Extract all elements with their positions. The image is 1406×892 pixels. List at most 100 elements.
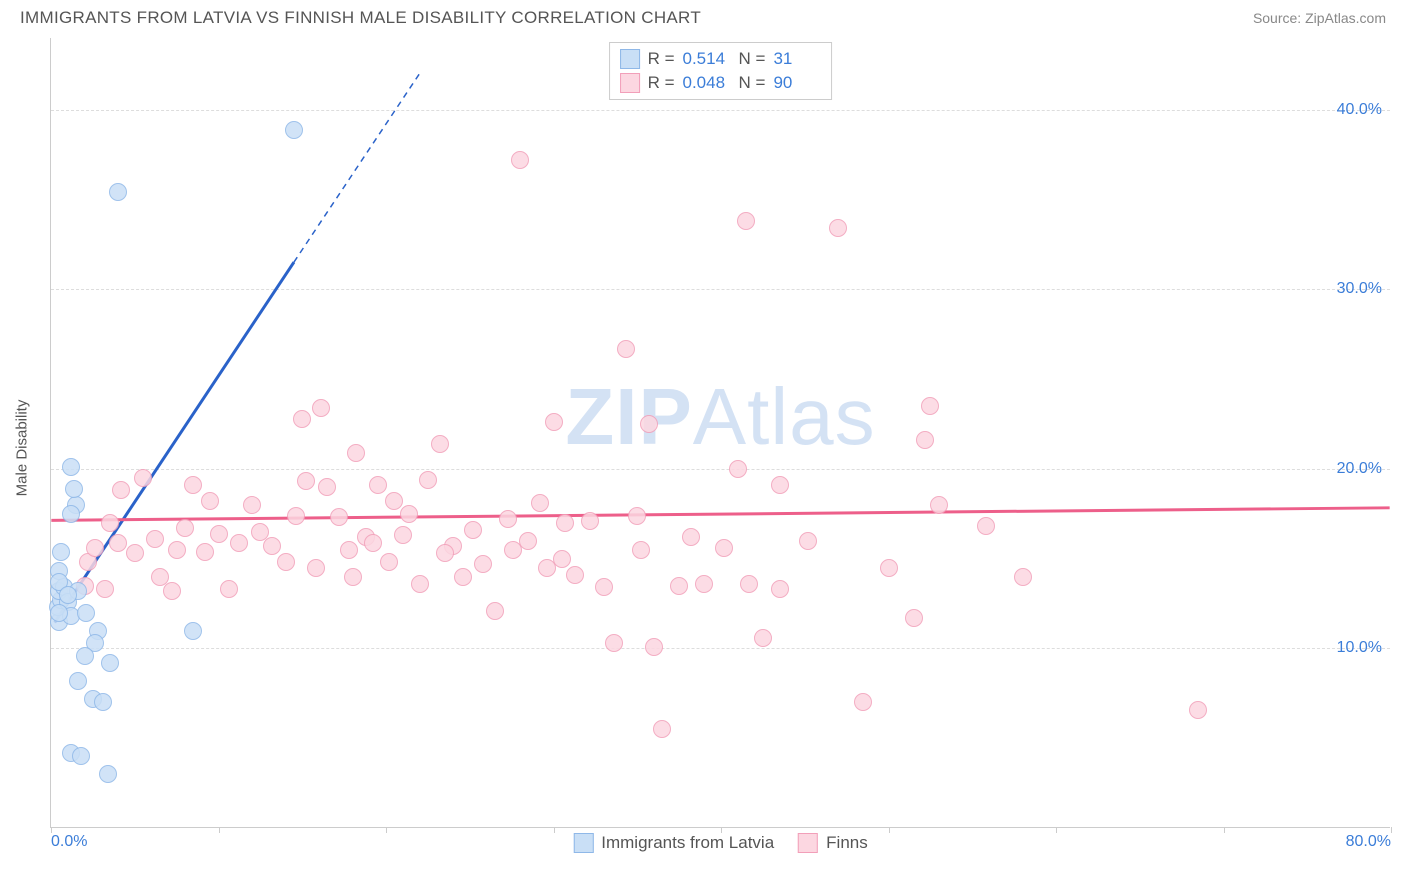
data-point — [854, 693, 872, 711]
data-point — [176, 519, 194, 537]
data-point — [670, 577, 688, 595]
data-point — [740, 575, 758, 593]
data-point — [287, 507, 305, 525]
data-point — [230, 534, 248, 552]
data-point — [251, 523, 269, 541]
n-label: N = — [739, 73, 766, 93]
data-point — [905, 609, 923, 627]
data-point — [297, 472, 315, 490]
x-tick-mark — [1056, 827, 1057, 833]
x-tick-mark — [721, 827, 722, 833]
y-tick-label: 10.0% — [1337, 639, 1382, 657]
legend-swatch — [620, 73, 640, 93]
r-label: R = — [648, 73, 675, 93]
data-point — [385, 492, 403, 510]
data-point — [168, 541, 186, 559]
x-tick-mark — [1224, 827, 1225, 833]
legend-row: R = 0.514 N = 31 — [620, 47, 822, 71]
data-point — [880, 559, 898, 577]
data-point — [134, 469, 152, 487]
data-point — [930, 496, 948, 514]
data-point — [369, 476, 387, 494]
x-tick-mark — [1391, 827, 1392, 833]
x-tick-mark — [386, 827, 387, 833]
data-point — [62, 458, 80, 476]
data-point — [617, 340, 635, 358]
data-point — [196, 543, 214, 561]
data-point — [737, 212, 755, 230]
legend-swatch — [798, 833, 818, 853]
data-point — [277, 553, 295, 571]
data-point — [695, 575, 713, 593]
data-point — [72, 747, 90, 765]
data-point — [581, 512, 599, 530]
data-point — [829, 219, 847, 237]
data-point — [511, 151, 529, 169]
data-point — [380, 553, 398, 571]
gridline — [51, 469, 1390, 470]
data-point — [464, 521, 482, 539]
x-tick-mark — [889, 827, 890, 833]
y-tick-label: 30.0% — [1337, 280, 1382, 298]
data-point — [86, 539, 104, 557]
data-point — [556, 514, 574, 532]
data-point — [545, 413, 563, 431]
chart-title: IMMIGRANTS FROM LATVIA VS FINNISH MALE D… — [20, 8, 701, 28]
plot-area: ZIPAtlas R = 0.514 N = 31 R = 0.048 N = … — [50, 38, 1390, 828]
chart-container: Male Disability ZIPAtlas R = 0.514 N = 3… — [50, 38, 1390, 858]
data-point — [318, 478, 336, 496]
data-point — [628, 507, 646, 525]
data-point — [364, 534, 382, 552]
r-value: 0.048 — [683, 73, 731, 93]
data-point — [50, 604, 68, 622]
legend-swatch — [620, 49, 640, 69]
data-point — [285, 121, 303, 139]
data-point — [263, 537, 281, 555]
n-value: 31 — [773, 49, 821, 69]
data-point — [566, 566, 584, 584]
data-point — [94, 693, 112, 711]
legend-label: Immigrants from Latvia — [601, 833, 774, 853]
data-point — [101, 514, 119, 532]
x-tick-mark — [554, 827, 555, 833]
data-point — [682, 528, 700, 546]
data-point — [293, 410, 311, 428]
data-point — [340, 541, 358, 559]
x-tick-mark — [219, 827, 220, 833]
data-point — [62, 505, 80, 523]
legend-series: Immigrants from Latvia Finns — [573, 833, 867, 853]
data-point — [184, 622, 202, 640]
data-point — [411, 575, 429, 593]
data-point — [344, 568, 362, 586]
data-point — [330, 508, 348, 526]
n-label: N = — [739, 49, 766, 69]
x-tick-label: 80.0% — [1346, 833, 1391, 851]
r-label: R = — [648, 49, 675, 69]
data-point — [454, 568, 472, 586]
legend-label: Finns — [826, 833, 868, 853]
data-point — [76, 647, 94, 665]
data-point — [243, 496, 261, 514]
data-point — [96, 580, 114, 598]
data-point — [394, 526, 412, 544]
data-point — [112, 481, 130, 499]
gridline — [51, 289, 1390, 290]
data-point — [312, 399, 330, 417]
data-point — [431, 435, 449, 453]
y-tick-label: 40.0% — [1337, 101, 1382, 119]
data-point — [59, 586, 77, 604]
data-point — [109, 534, 127, 552]
data-point — [799, 532, 817, 550]
data-point — [977, 517, 995, 535]
gridline — [51, 648, 1390, 649]
data-point — [436, 544, 454, 562]
data-point — [307, 559, 325, 577]
data-point — [921, 397, 939, 415]
data-point — [1014, 568, 1032, 586]
source-attribution: Source: ZipAtlas.com — [1253, 10, 1386, 26]
data-point — [605, 634, 623, 652]
legend-swatch — [573, 833, 593, 853]
data-point — [531, 494, 549, 512]
data-point — [126, 544, 144, 562]
data-point — [771, 476, 789, 494]
